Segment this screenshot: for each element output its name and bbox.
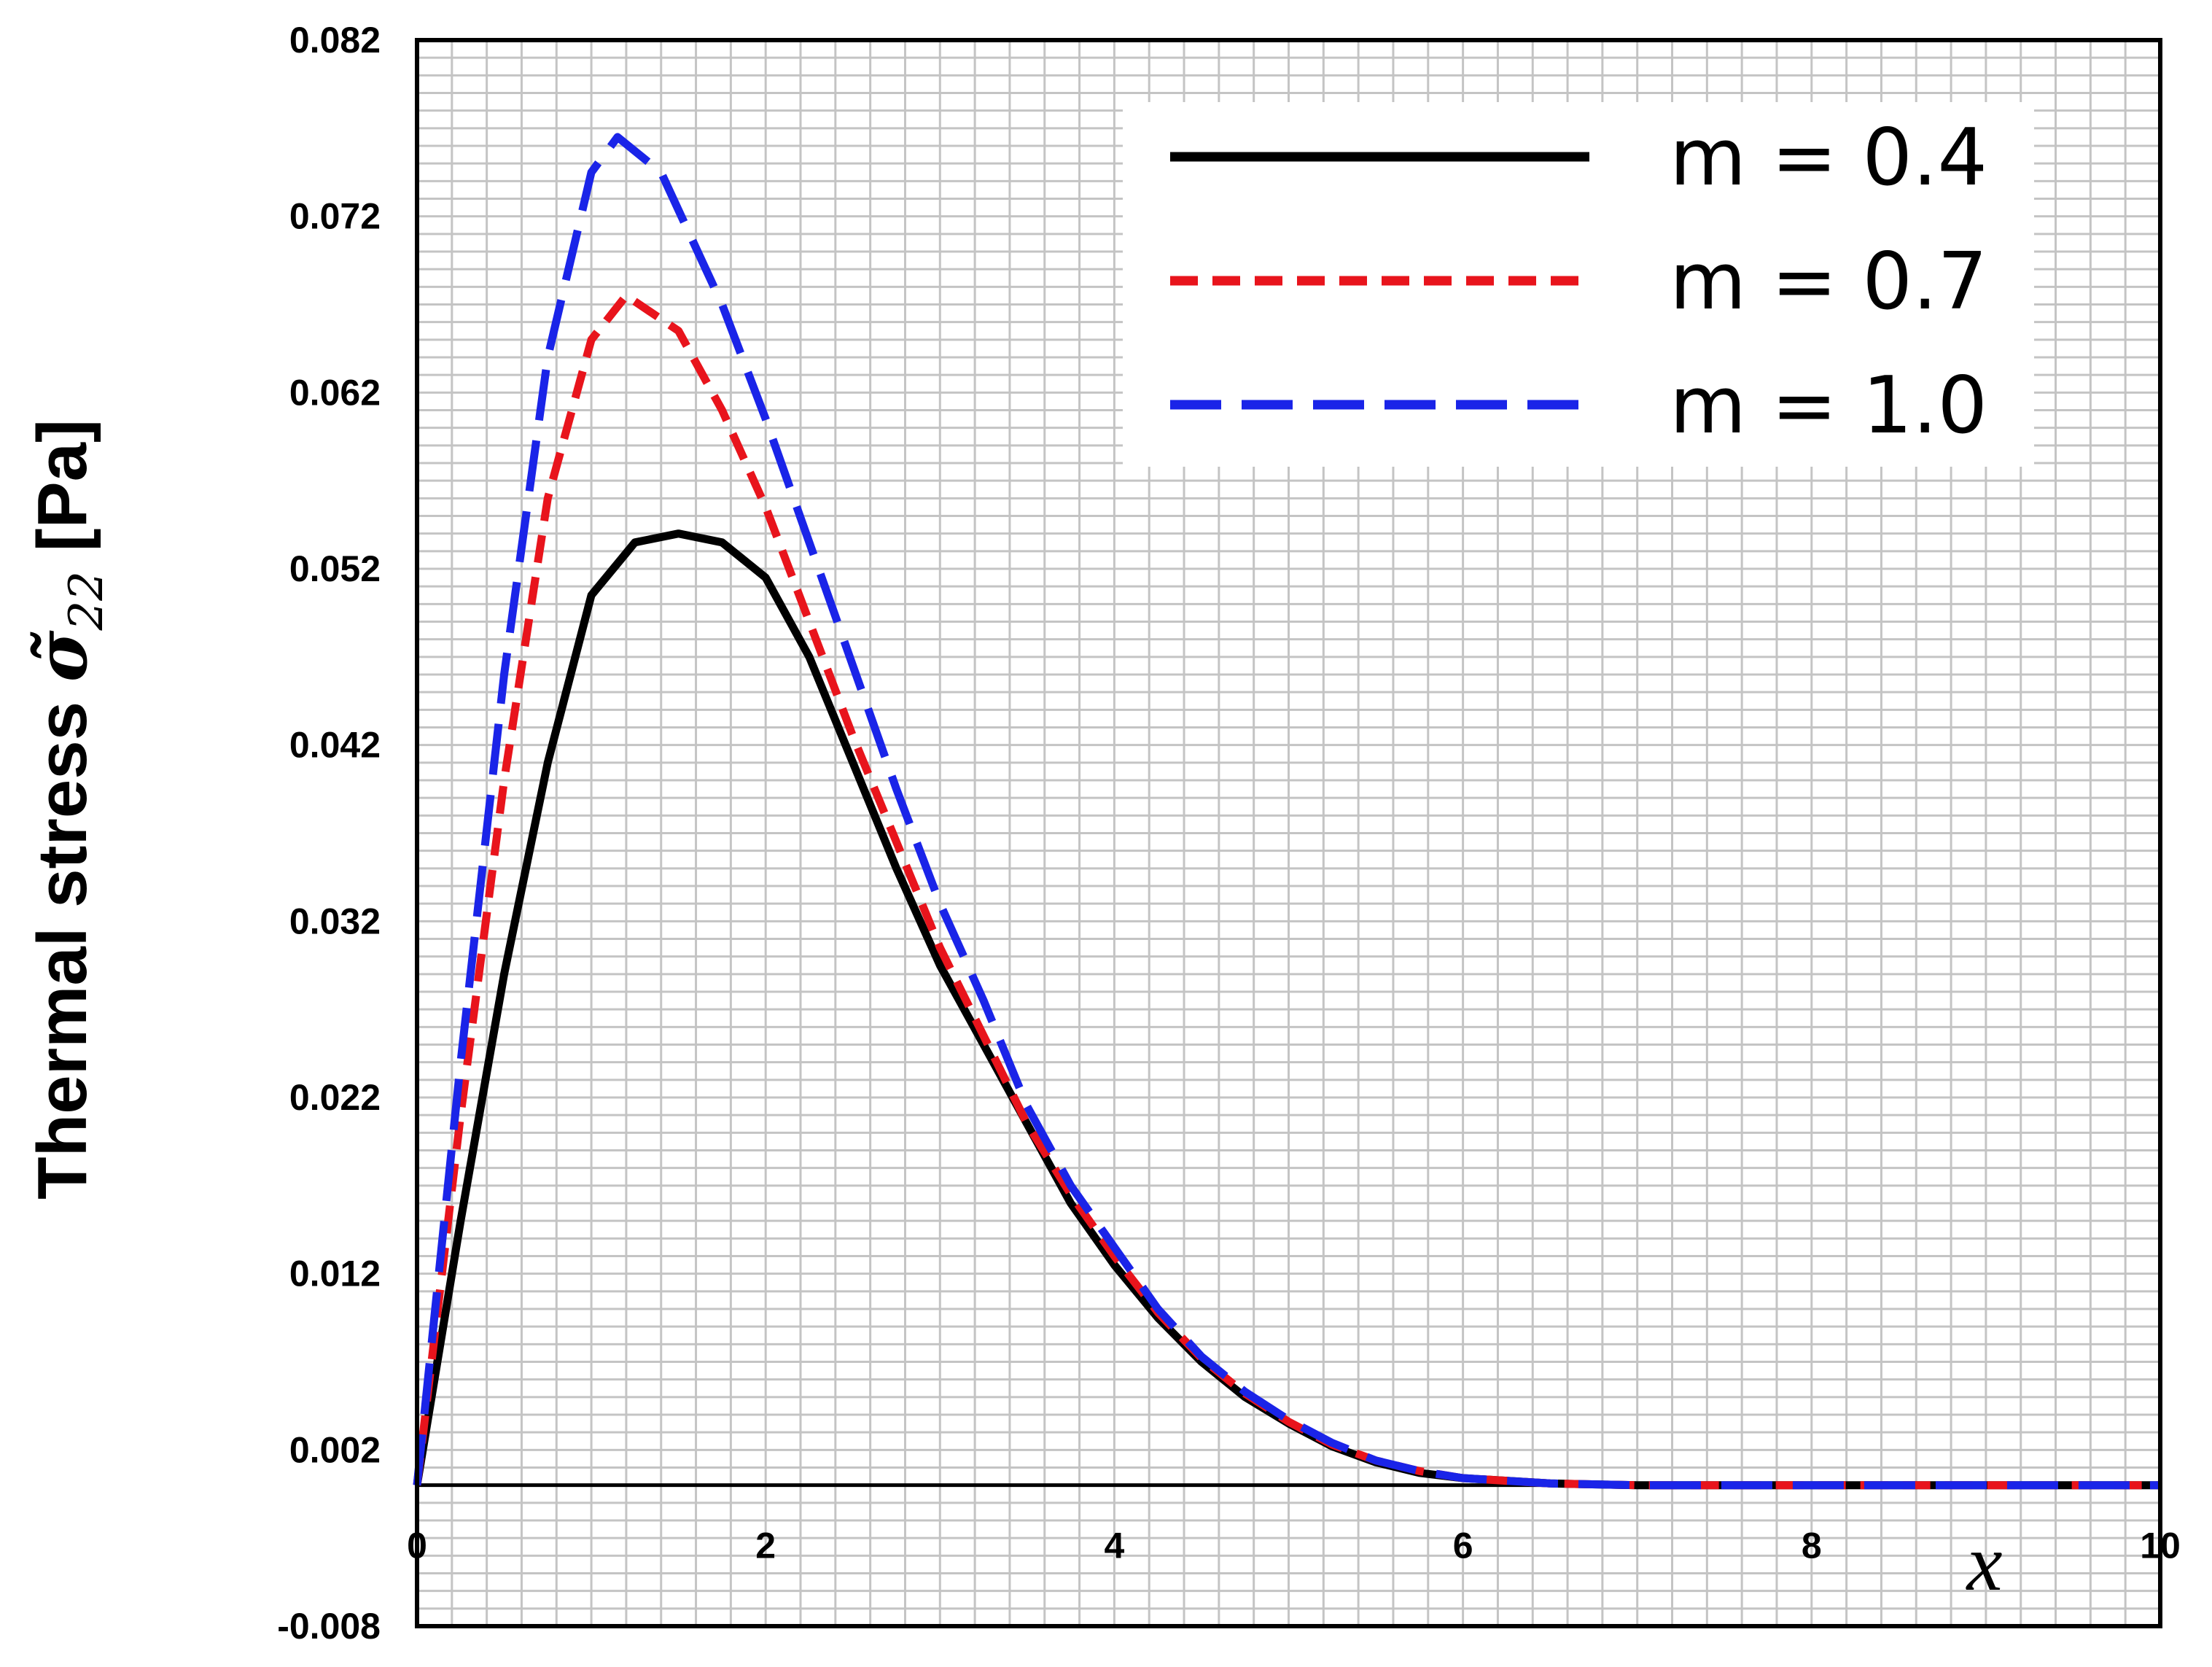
x-tick-label: 8 bbox=[1802, 1526, 1822, 1566]
y-axis-label-subscript: 22 bbox=[60, 571, 114, 631]
y-tick-label: 0.032 bbox=[289, 901, 381, 941]
series-lines bbox=[413, 133, 2160, 1490]
x-tick-labels: 0 2 4 6 8 10 bbox=[407, 1526, 2181, 1566]
y-tick-label: 0.042 bbox=[289, 725, 381, 766]
x-tick-label: 10 bbox=[2140, 1526, 2181, 1566]
y-tick-label: 0.072 bbox=[289, 196, 381, 237]
legend-label-1: m = 0.4 bbox=[1670, 112, 1987, 203]
legend-label-2: m = 0.7 bbox=[1670, 236, 1987, 327]
y-axis-label-suffix: [Pa] bbox=[23, 419, 101, 571]
legend-label-3: m = 1.0 bbox=[1670, 360, 1987, 451]
y-tick-labels: 0.082 0.072 0.062 0.052 0.042 0.032 0.022 0.012… bbox=[277, 20, 381, 1647]
y-tick-label: 0.012 bbox=[289, 1254, 381, 1294]
y-axis-label-symbol: σ̃ bbox=[20, 630, 103, 682]
y-tick-label: 0.002 bbox=[289, 1429, 381, 1470]
plot-frame bbox=[415, 38, 2162, 1628]
y-tick-label: 0.062 bbox=[289, 372, 381, 413]
x-tick-label: 0 bbox=[407, 1526, 427, 1566]
y-tick-label: -0.008 bbox=[277, 1606, 381, 1647]
y-tick-label: 0.052 bbox=[289, 548, 381, 589]
y-axis-label-prefix: Thermal stress bbox=[23, 682, 101, 1200]
legend: m = 0.4 m = 0.7 m = 1.0 bbox=[1123, 102, 2034, 467]
x-tick-label: 6 bbox=[1453, 1526, 1473, 1566]
x-tick-label: 2 bbox=[755, 1526, 776, 1566]
x-tick-label: 4 bbox=[1104, 1526, 1124, 1566]
y-axis-label: Thermal stress σ̃22 [Pa] bbox=[20, 419, 114, 1200]
y-tick-label: 0.082 bbox=[289, 20, 381, 61]
y-tick-label: 0.022 bbox=[289, 1077, 381, 1118]
series-line-3 bbox=[413, 133, 2160, 1490]
x-axis-label: x bbox=[1966, 1518, 2003, 1607]
